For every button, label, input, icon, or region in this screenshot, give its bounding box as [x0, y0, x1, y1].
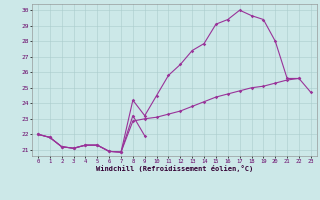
X-axis label: Windchill (Refroidissement éolien,°C): Windchill (Refroidissement éolien,°C) [96, 165, 253, 172]
